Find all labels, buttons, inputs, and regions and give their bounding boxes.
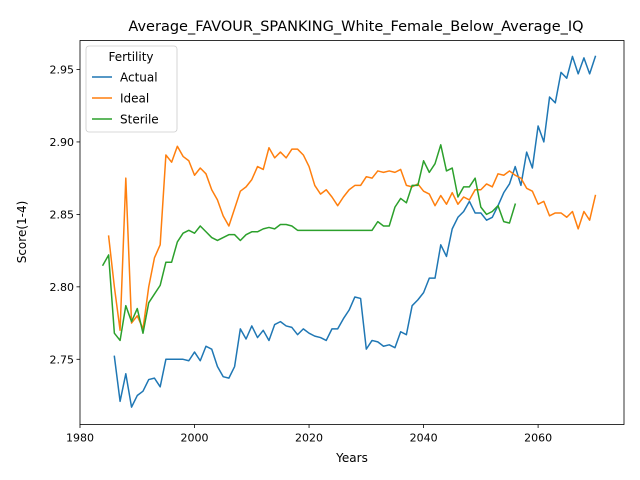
series-line-actual xyxy=(113,55,597,408)
legend: Fertility Actual Ideal Sterile xyxy=(85,45,178,133)
chart-title: Average_FAVOUR_SPANKING_White_Female_Bel… xyxy=(128,19,583,35)
x-tick-label: 2020 xyxy=(295,432,323,445)
x-tick-label: 2040 xyxy=(410,432,438,445)
series-line-sterile xyxy=(101,144,517,342)
legend-frame xyxy=(85,45,178,133)
y-tick-label: 2.95 xyxy=(50,63,75,76)
legend-label-actual: Actual xyxy=(120,71,158,85)
legend-label-sterile: Sterile xyxy=(120,113,159,127)
x-tick-label: 1980 xyxy=(66,432,94,445)
x-axis: 1980 2000 2020 2040 2060 xyxy=(66,424,552,445)
plot-area xyxy=(101,55,597,408)
y-tick-label: 2.85 xyxy=(50,208,75,221)
y-tick-label: 2.75 xyxy=(50,353,75,366)
x-tick-label: 2000 xyxy=(181,432,209,445)
y-axis-label: Score(1-4) xyxy=(15,201,29,264)
axes-frame xyxy=(79,40,625,425)
x-axis-label: Years xyxy=(335,451,368,465)
y-tick-label: 2.90 xyxy=(50,136,75,149)
y-tick-label: 2.80 xyxy=(50,281,75,294)
x-tick-label: 2060 xyxy=(524,432,552,445)
legend-items: Actual Ideal Sterile xyxy=(92,71,159,127)
y-axis: 2.75 2.80 2.85 2.90 2.95 xyxy=(50,63,80,366)
series-line-ideal xyxy=(107,145,597,332)
legend-title: Fertility xyxy=(108,50,153,64)
legend-label-ideal: Ideal xyxy=(120,92,149,106)
